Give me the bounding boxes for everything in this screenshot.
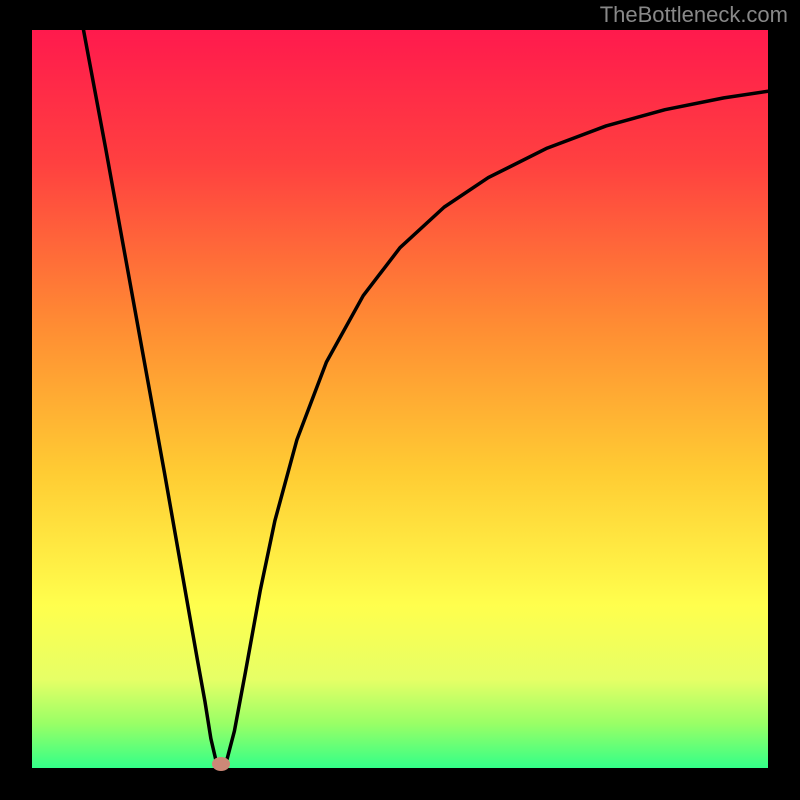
watermark-text: TheBottleneck.com — [600, 2, 788, 28]
plot-area — [32, 30, 768, 768]
curve-path — [84, 30, 768, 766]
minimum-marker — [212, 757, 230, 771]
chart-root: TheBottleneck.com — [0, 0, 800, 800]
bottleneck-curve — [32, 30, 768, 768]
